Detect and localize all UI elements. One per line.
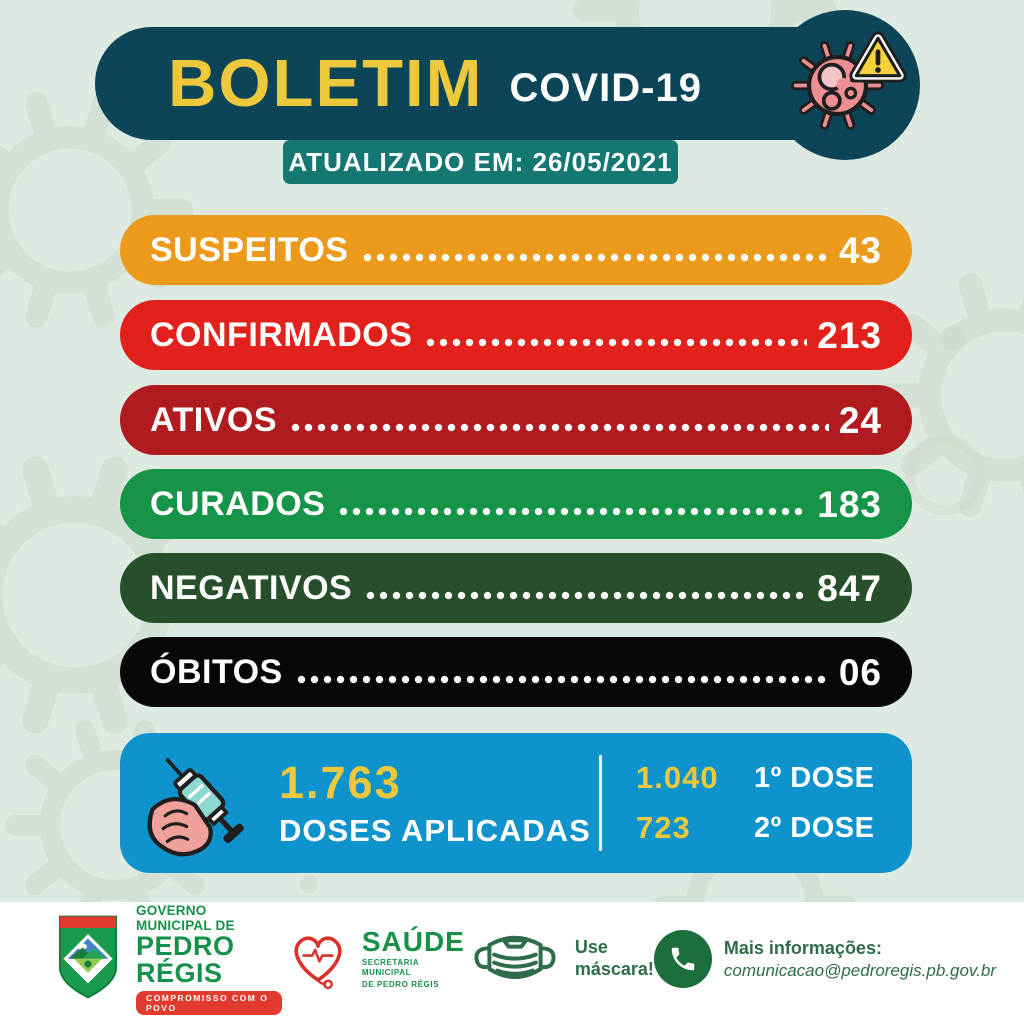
update-date-text: ATUALIZADO EM: 26/05/2021: [288, 146, 673, 177]
government-name-line2: PEDRO RÉGIS: [136, 930, 235, 988]
contact-block: Mais informações: comunicacao@pedroregis…: [653, 930, 996, 988]
stat-label: ÓBITOS: [150, 652, 283, 691]
health-secretariat-block: SAÚDE SECRETARIA MUNICIPAL DE PEDRO RÉGI…: [282, 921, 465, 998]
stat-value: 06: [838, 652, 882, 693]
health-subtitle-line2: DE PEDRO RÉGIS: [361, 980, 440, 989]
contact-title: Mais informações:: [723, 937, 882, 958]
stat-row-ativos: ATIVOS 24: [120, 385, 912, 455]
vaccine-panel: 1.763 DOSES APLICADAS 1.040 1º DOSE 723 …: [120, 733, 912, 873]
phone-icon: [653, 930, 712, 988]
dotted-leader: [294, 674, 829, 684]
dotted-leader: [337, 506, 808, 516]
government-logo-block: GOVERNO MUNICIPAL DE PEDRO RÉGIS COMPROM…: [50, 903, 282, 1016]
government-tagline: COMPROMISSO COM O POVO: [136, 990, 282, 1015]
health-subtitle-line1: SECRETARIA MUNICIPAL: [361, 958, 419, 977]
stat-value: 213: [817, 315, 882, 356]
mask-reminder-block: Use máscara!: [465, 921, 654, 998]
vaccine-total-label: DOSES APLICADAS: [279, 813, 591, 848]
divider: [599, 755, 602, 851]
stat-row-suspeitos: SUSPEITOS 43: [120, 215, 912, 285]
health-title: SAÚDE: [361, 926, 465, 957]
page-subtitle: COVID-19: [509, 66, 702, 110]
dotted-leader: [424, 337, 808, 347]
dose-line-1: 1.040 1º DOSE: [636, 760, 886, 796]
stat-value: 43: [838, 230, 882, 271]
mask-text-line2: máscara!: [574, 959, 654, 979]
dotted-leader: [289, 422, 829, 432]
stat-value: 847: [817, 568, 882, 609]
stat-row-negativos: NEGATIVOS 847: [120, 553, 912, 623]
stat-row-obitos: ÓBITOS 06: [120, 637, 912, 707]
update-banner: ATUALIZADO EM: 26/05/2021: [283, 140, 678, 184]
stat-label: SUSPEITOS: [150, 230, 349, 269]
dotted-leader: [360, 252, 829, 262]
header-banner: BOLETIM COVID-19: [95, 27, 870, 140]
syringe-hand-icon: [134, 739, 269, 867]
contact-email: comunicacao@pedroregis.pb.gov.br: [723, 960, 996, 980]
stat-value: 24: [838, 400, 882, 441]
dose-1-value: 1.040: [636, 760, 719, 795]
stat-label: NEGATIVOS: [150, 568, 353, 607]
dose-2-value: 723: [636, 810, 691, 845]
virus-warning-icon: [770, 10, 920, 160]
dotted-leader: [364, 590, 808, 600]
stat-label: CURADOS: [150, 484, 326, 523]
page-title: BOLETIM: [168, 46, 484, 121]
dose-1-label: 1º DOSE: [754, 761, 875, 794]
stat-row-curados: CURADOS 183: [120, 469, 912, 539]
face-mask-icon: [465, 921, 565, 998]
vaccine-total-value: 1.763: [279, 757, 402, 808]
dose-line-2: 723 2º DOSE: [636, 810, 886, 846]
heart-stethoscope-icon: [282, 921, 354, 998]
municipal-shield-logo: [50, 913, 126, 1006]
dose-2-label: 2º DOSE: [754, 811, 875, 844]
stat-label: CONFIRMADOS: [150, 315, 413, 354]
stat-row-confirmados: CONFIRMADOS 213: [120, 300, 912, 370]
stat-value: 183: [817, 484, 882, 525]
footer-bar: GOVERNO MUNICIPAL DE PEDRO RÉGIS COMPROM…: [0, 902, 1024, 1024]
stat-label: ATIVOS: [150, 400, 278, 439]
mask-text-line1: Use: [574, 937, 608, 958]
government-name-line1: GOVERNO MUNICIPAL DE: [136, 902, 235, 933]
